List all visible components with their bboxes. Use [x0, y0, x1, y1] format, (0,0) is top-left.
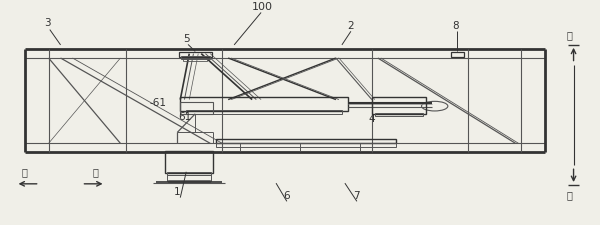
- Text: 7: 7: [353, 191, 360, 201]
- Text: 4: 4: [369, 114, 376, 124]
- Text: 右: 右: [92, 167, 98, 177]
- Bar: [451, 52, 464, 57]
- Text: 100: 100: [252, 2, 273, 12]
- Text: 3: 3: [44, 18, 50, 29]
- Bar: [180, 97, 348, 110]
- Text: 2: 2: [347, 21, 354, 31]
- Bar: [167, 175, 211, 180]
- Text: 6: 6: [284, 191, 290, 201]
- Bar: [166, 151, 213, 173]
- Text: -61: -61: [149, 99, 166, 108]
- Bar: [169, 180, 210, 182]
- Text: 1: 1: [174, 187, 181, 197]
- Bar: [179, 52, 212, 57]
- Text: 上: 上: [566, 31, 572, 40]
- Text: 61: 61: [178, 112, 191, 122]
- Bar: [181, 56, 209, 59]
- Bar: [167, 172, 211, 175]
- Text: 5: 5: [183, 34, 190, 44]
- Text: 8: 8: [452, 21, 459, 31]
- Bar: [372, 97, 426, 114]
- Bar: [186, 110, 342, 114]
- Bar: [180, 102, 213, 114]
- Bar: [183, 58, 207, 61]
- Bar: [216, 139, 396, 143]
- Text: 左: 左: [22, 167, 28, 177]
- Bar: [375, 113, 423, 116]
- Text: 下: 下: [566, 190, 572, 200]
- Bar: [216, 143, 396, 147]
